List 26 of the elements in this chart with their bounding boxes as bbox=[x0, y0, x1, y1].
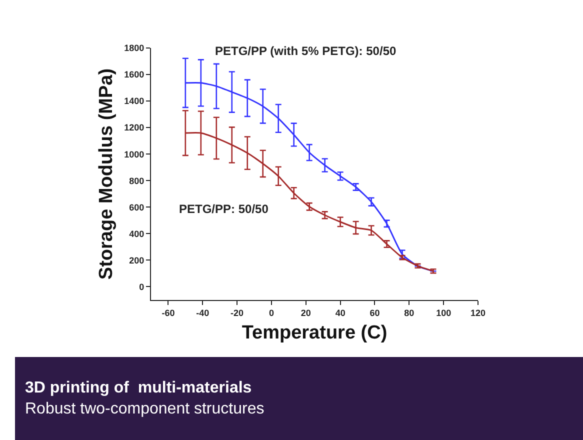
text: Robust two-component structures bbox=[25, 400, 264, 418]
y-tick-label: 1000 bbox=[124, 149, 144, 160]
text: 3D printing of multi-materials bbox=[25, 380, 252, 397]
y-tick-label: 600 bbox=[129, 202, 144, 212]
y-tick-label: 1200 bbox=[124, 122, 144, 133]
y-tick-label: 1400 bbox=[124, 96, 144, 106]
y-tick-label: 0 bbox=[139, 282, 144, 292]
text: PETG/PP: 50/50 bbox=[179, 202, 269, 216]
x-tick-label: -60 bbox=[162, 308, 175, 318]
x-tick-label: -20 bbox=[230, 308, 244, 318]
text: PETG/PP (with 5% PETG): 50/50 bbox=[215, 44, 396, 58]
x-tick-label: 120 bbox=[470, 308, 486, 318]
y-tick-label: 800 bbox=[129, 176, 144, 186]
x-tick-label: -40 bbox=[196, 308, 210, 318]
y-tick-label: 200 bbox=[129, 255, 144, 266]
x-tick-label: 100 bbox=[436, 308, 452, 318]
x-axis-title: Temperature (C) bbox=[242, 322, 388, 344]
x-tick-label: 80 bbox=[404, 308, 414, 318]
x-tick-label: 40 bbox=[335, 308, 346, 318]
y-tick-label: 1600 bbox=[124, 70, 144, 80]
y-axis-title: Storage Modulus (MPa) bbox=[96, 68, 118, 280]
y-tick-label: 1800 bbox=[124, 43, 144, 54]
x-tick-label: 0 bbox=[268, 308, 274, 318]
x-tick-label: 20 bbox=[300, 308, 311, 318]
x-tick-label: 60 bbox=[370, 308, 380, 318]
y-tick-label: 400 bbox=[129, 228, 144, 239]
